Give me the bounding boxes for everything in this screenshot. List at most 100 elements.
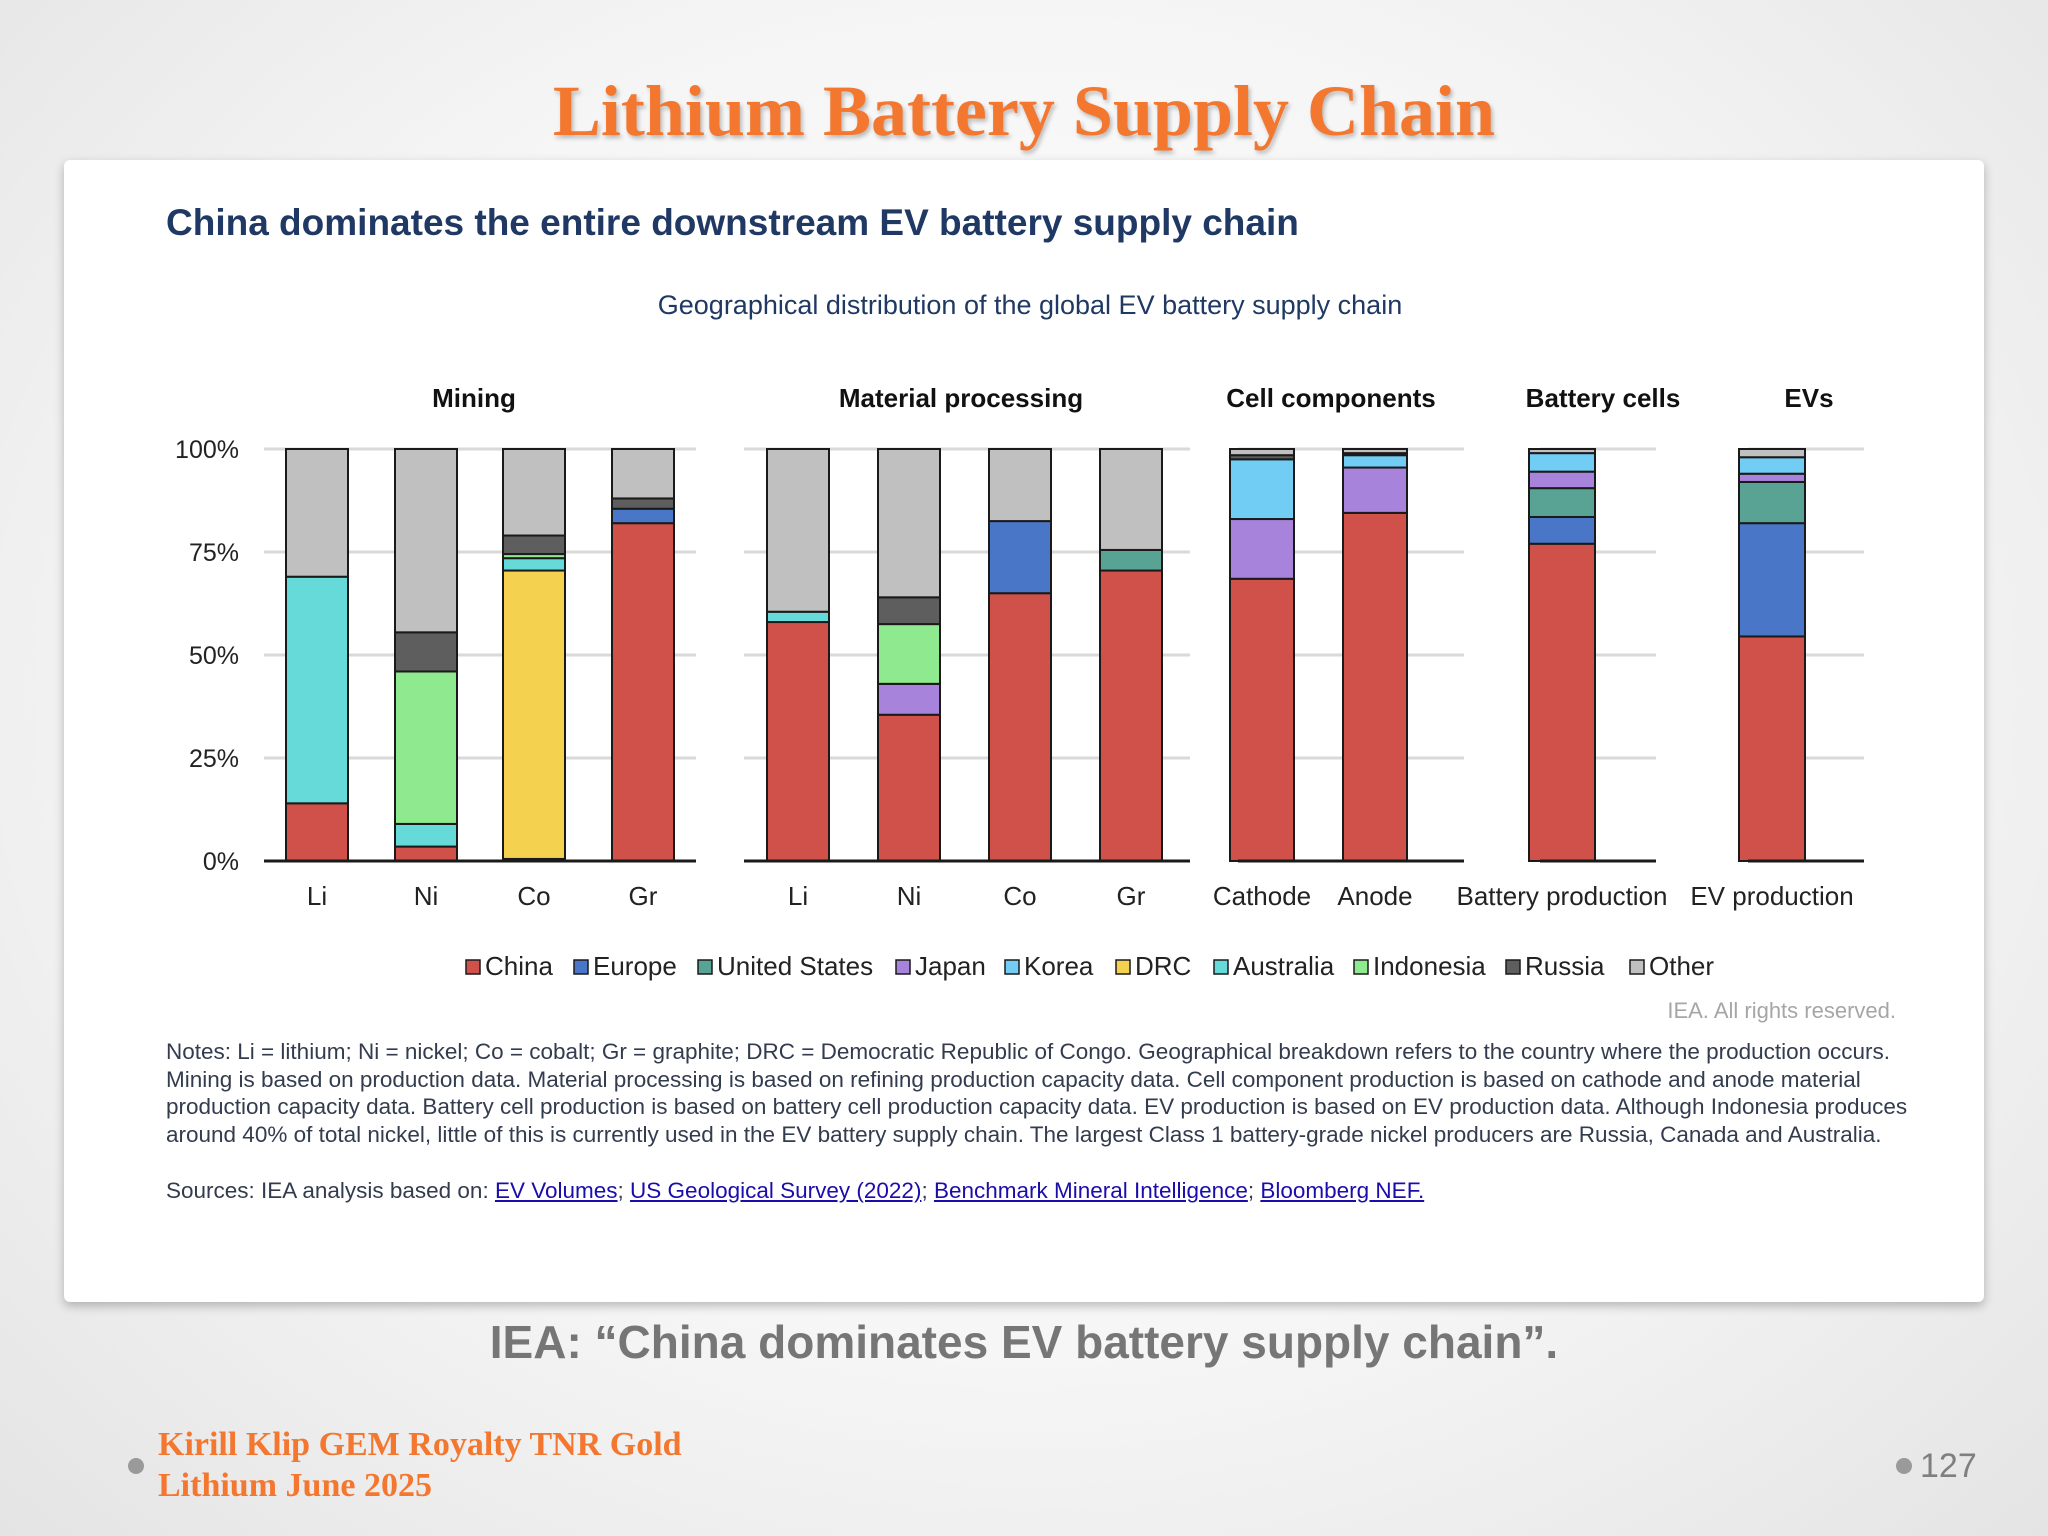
- group-header-material-processing: Material processing: [839, 383, 1083, 413]
- bar-segment-other: [502, 448, 566, 537]
- bar-segment-china: [1528, 542, 1596, 862]
- bar-segment-drc: [502, 569, 566, 860]
- bar-segment-other: [988, 448, 1052, 523]
- bar-segment-japan: [1738, 472, 1806, 483]
- source-link-usgs[interactable]: US Geological Survey (2022): [630, 1178, 922, 1203]
- x-tick-label-cathode: Cathode: [1213, 881, 1311, 911]
- legend-swatch-united-states: [697, 959, 713, 975]
- bar-segment-united-states: [1528, 487, 1596, 518]
- x-tick-label-gr: Gr: [629, 881, 658, 911]
- group-header-battery-cells: Battery cells: [1526, 383, 1681, 413]
- bar-segment-europe: [1528, 515, 1596, 545]
- page-bullet: [1896, 1458, 1912, 1474]
- x-tick-label-ev-production: EV production: [1690, 881, 1853, 911]
- source-link-bnef[interactable]: Bloomberg NEF.: [1260, 1178, 1425, 1203]
- bar-segment-indonesia: [394, 670, 458, 825]
- legend-swatch-indonesia: [1353, 959, 1369, 975]
- legend-swatch-europe: [573, 959, 589, 975]
- bar-segment-russia: [394, 631, 458, 673]
- bar-segment-japan: [877, 682, 941, 716]
- x-tick-label-co: Co: [1003, 881, 1036, 911]
- slide-caption: IEA: “China dominates EV battery supply …: [489, 1316, 1559, 1368]
- bar-segment-australia: [285, 575, 349, 805]
- bar-segment-china: [766, 621, 830, 863]
- y-tick-label-50: 50%: [189, 642, 239, 670]
- x-tick-label-li: Li: [307, 881, 327, 911]
- footer-credit: Kirill Klip GEM Royalty TNR Gold Lithium…: [158, 1424, 682, 1506]
- bar-segment-other: [766, 448, 830, 613]
- legend-label-russia: Russia: [1525, 951, 1605, 981]
- bar-segment-russia: [877, 596, 941, 626]
- chart-sources: Sources: IEA analysis based on: EV Volum…: [166, 1178, 1425, 1203]
- bar-segment-other: [611, 448, 675, 500]
- bar-segment-china: [1738, 635, 1806, 862]
- legend-swatch-australia: [1213, 959, 1229, 975]
- group-header-evs: EVs: [1784, 383, 1833, 413]
- bar-segment-china: [394, 845, 458, 863]
- bar-segment-russia: [502, 534, 566, 556]
- bar-segment-indonesia: [877, 623, 941, 685]
- footer-line-1: Kirill Klip GEM Royalty TNR Gold: [158, 1426, 682, 1463]
- bar-segment-korea: [1342, 454, 1408, 469]
- chart-card: China dominates the entire downstream EV…: [64, 160, 1984, 1302]
- legend-swatch-russia: [1505, 959, 1521, 975]
- legend-label-drc: DRC: [1135, 951, 1191, 981]
- bar-segment-other: [877, 448, 941, 599]
- footer-line-2: Lithium June 2025: [158, 1467, 432, 1504]
- bar-segment-australia: [766, 610, 830, 624]
- chart-headline: China dominates the entire downstream EV…: [166, 202, 1299, 243]
- legend-label-europe: Europe: [593, 951, 677, 981]
- group-header-mining: Mining: [432, 383, 516, 413]
- x-tick-label-gr: Gr: [1117, 881, 1146, 911]
- bar-segment-japan: [1342, 466, 1408, 514]
- bar-segment-united-states: [1099, 548, 1163, 572]
- page-number: 127: [1920, 1447, 1977, 1485]
- bar-segment-korea: [1229, 458, 1295, 521]
- bar-segment-china: [1229, 577, 1295, 862]
- bar-segment-other: [394, 448, 458, 634]
- x-tick-label-anode: Anode: [1337, 881, 1412, 911]
- x-tick-label-ni: Ni: [897, 881, 922, 911]
- bar-segment-china: [285, 802, 349, 863]
- bar-segment-other: [1342, 448, 1408, 455]
- legend-swatch-other: [1629, 959, 1645, 975]
- sources-prefix: Sources: IEA analysis based on:: [166, 1178, 495, 1203]
- bar-segment-other: [1528, 448, 1596, 455]
- chart-subtitle: Geographical distribution of the global …: [658, 290, 1402, 320]
- footer-bullet: [128, 1458, 144, 1474]
- legend-swatch-japan: [895, 959, 911, 975]
- bar-segment-japan: [1528, 470, 1596, 490]
- bar-segment-australia: [502, 557, 566, 572]
- slide-title: Lithium Battery Supply Chain: [552, 71, 1496, 151]
- bar-segment-china: [1099, 569, 1163, 862]
- legend-label-japan: Japan: [915, 951, 986, 981]
- legend-label-australia: Australia: [1233, 951, 1335, 981]
- bar-segment-australia: [394, 822, 458, 848]
- legend-label-united-states: United States: [717, 951, 873, 981]
- source-link-ev-volumes[interactable]: EV Volumes: [494, 1178, 618, 1203]
- x-tick-label-ni: Ni: [414, 881, 439, 911]
- y-tick-label-25: 25%: [189, 745, 239, 773]
- x-tick-label-li: Li: [788, 881, 808, 911]
- legend-label-indonesia: Indonesia: [1373, 951, 1486, 981]
- legend-swatch-drc: [1115, 959, 1131, 975]
- bar-segment-china: [1342, 511, 1408, 862]
- bar-segment-other: [285, 448, 349, 578]
- bar-segment-japan: [1229, 518, 1295, 580]
- group-header-cell-components: Cell components: [1226, 383, 1435, 413]
- bar-segment-other: [1738, 448, 1806, 459]
- bar-segment-other: [1229, 448, 1295, 457]
- legend-label-korea: Korea: [1024, 951, 1094, 981]
- bar-segment-europe: [1738, 522, 1806, 638]
- legend-label-china: China: [485, 951, 553, 981]
- stacked-bar-chart: Geographical distribution of the global …: [175, 290, 1864, 981]
- x-tick-label-battery-production: Battery production: [1456, 881, 1667, 911]
- y-tick-label-0: 0%: [203, 848, 239, 876]
- bar-segment-korea: [1528, 452, 1596, 473]
- bar-segment-china: [877, 713, 941, 862]
- x-tick-label-co: Co: [517, 881, 550, 911]
- legend-swatch-korea: [1004, 959, 1020, 975]
- bar-segment-europe: [611, 507, 675, 525]
- source-link-benchmark[interactable]: Benchmark Mineral Intelligence: [933, 1178, 1248, 1203]
- bar-segment-europe: [988, 520, 1052, 595]
